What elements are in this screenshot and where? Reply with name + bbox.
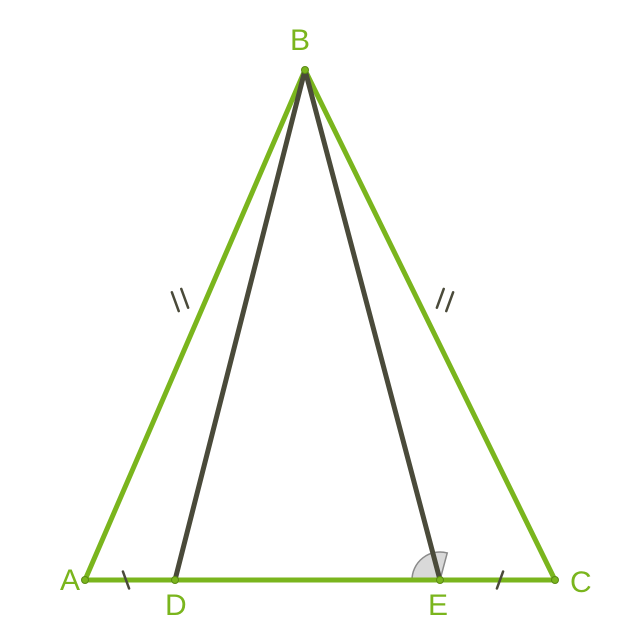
point-E [437,577,444,584]
tick-mark [172,292,179,311]
angle-arc-BEA [412,552,447,580]
point-D [172,577,179,584]
label-E: E [428,589,448,622]
label-D: D [165,589,187,622]
label-C: C [570,566,592,599]
point-C [552,577,559,584]
cevian-BE [305,70,440,580]
tick-mark [181,289,188,308]
label-A: A [60,564,80,597]
label-B: B [290,24,310,57]
point-A [82,577,89,584]
segment-BC [305,70,555,580]
tick-mark [446,292,453,311]
point-B [302,67,309,74]
tick-mark [437,289,444,308]
geometry-figure: A B C D E [0,0,640,640]
